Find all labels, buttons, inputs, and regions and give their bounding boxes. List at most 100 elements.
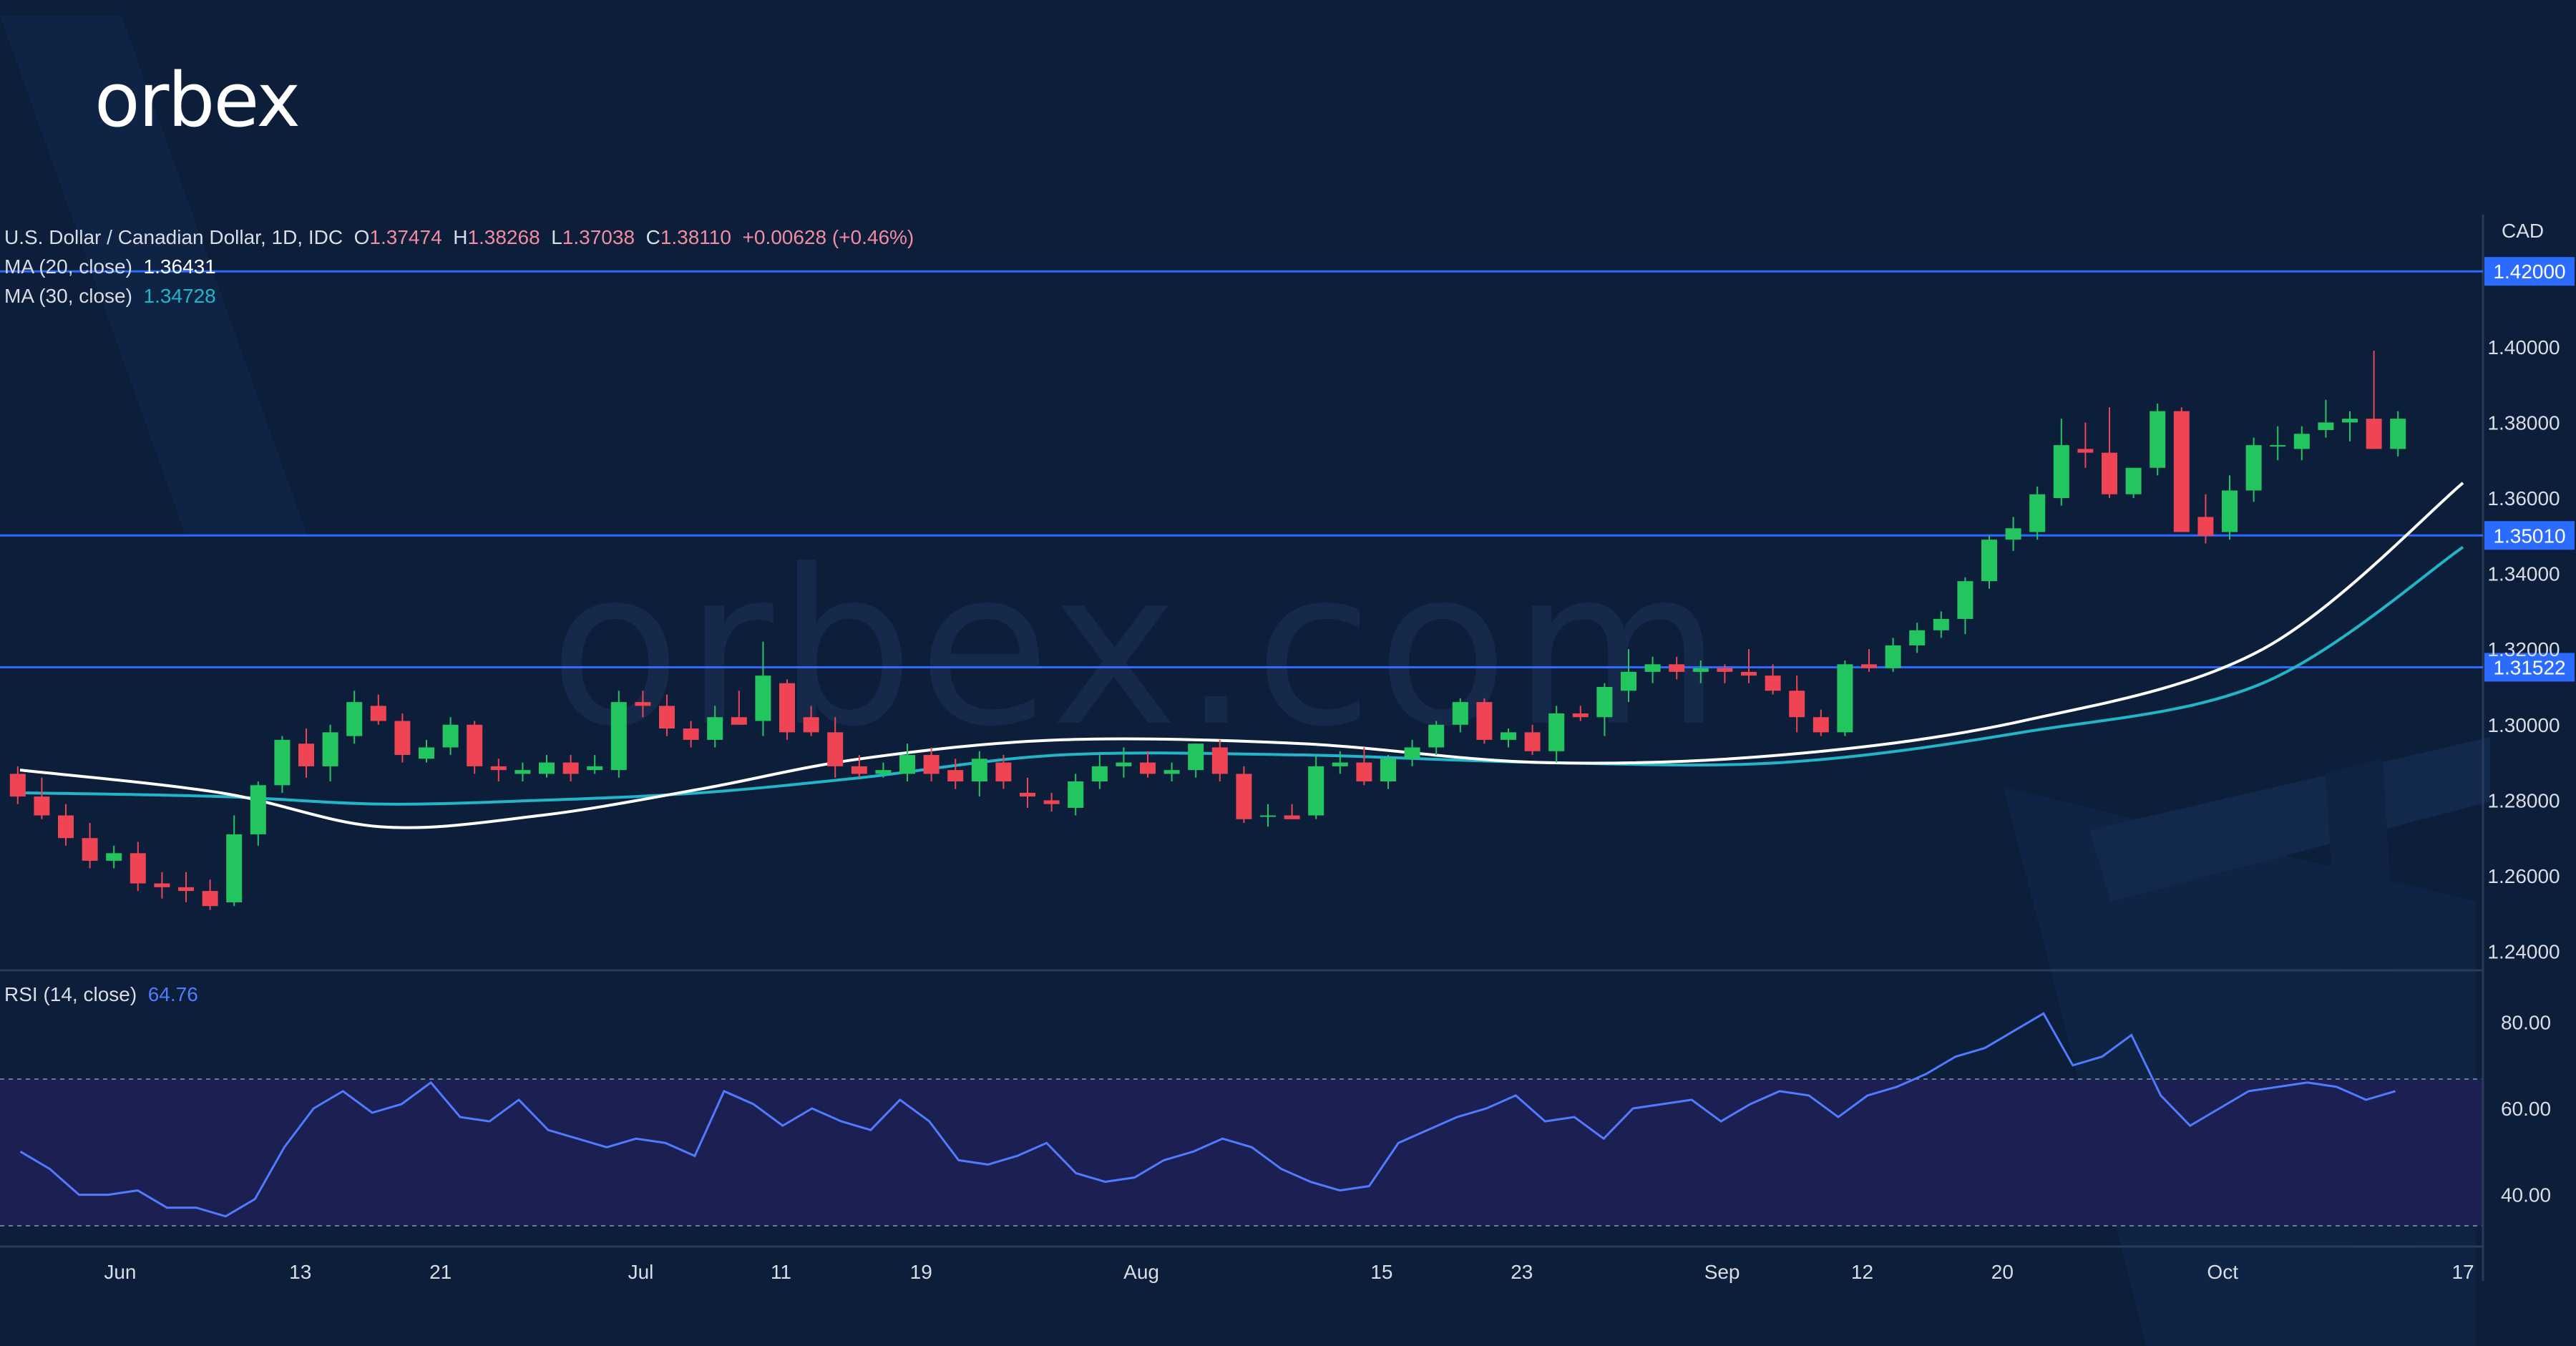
time-tick-label: 17 <box>2451 1261 2474 1283</box>
candle-body <box>1116 762 1132 766</box>
candle-body <box>683 728 699 740</box>
candle-body <box>2390 419 2406 449</box>
price-tick-label: 1.24000 <box>2487 941 2560 963</box>
candle-body <box>707 717 723 740</box>
candle-body <box>2222 490 2238 532</box>
price-level-tag <box>2484 521 2575 550</box>
candle-body <box>250 785 266 834</box>
horizontal-levels: 1.42000 1.35010 1.31522 <box>0 257 2575 682</box>
candle-body <box>1837 664 1853 733</box>
watermark: orbex.com <box>550 524 1726 774</box>
symbol-name: U.S. Dollar / Canadian Dollar, 1D, IDC <box>4 226 343 248</box>
candle-body <box>490 766 507 771</box>
candle-body <box>2029 494 2046 532</box>
candle-body <box>562 762 579 774</box>
candle-body <box>1885 645 1901 668</box>
candle-body <box>899 755 915 774</box>
candle-body <box>779 683 795 733</box>
candle-body <box>995 762 1012 781</box>
price-tick-label: 1.34000 <box>2487 563 2560 585</box>
time-tick-label: 15 <box>1370 1261 1392 1283</box>
time-tick-label: Sep <box>1704 1261 1740 1283</box>
candle-body <box>635 702 651 706</box>
rsi-axis: 40.00 60.00 80.00 <box>2501 1011 2551 1206</box>
rsi-value: 64.76 <box>147 983 198 1005</box>
candle-body <box>851 766 867 774</box>
price-level-label: 1.35010 <box>2493 525 2565 547</box>
candle-body <box>2102 452 2117 494</box>
candle-body <box>2293 434 2310 449</box>
brand-logo: orbex <box>94 63 301 137</box>
high-value: 1.38268 <box>467 226 540 248</box>
candle-body <box>1957 581 1974 619</box>
candle-body <box>514 770 531 774</box>
candle-body <box>1741 671 1757 676</box>
price-tick-label: 1.40000 <box>2487 336 2560 359</box>
close-label: C <box>645 226 660 248</box>
candle-body <box>610 702 627 771</box>
candle-body <box>2125 467 2142 494</box>
candle-body <box>2077 449 2094 453</box>
rsi-legend: RSI (14, close) 64.76 <box>4 983 198 1006</box>
time-tick-label: 21 <box>429 1261 452 1283</box>
candle-body <box>82 838 98 861</box>
ma30-row: MA (30, close) 1.34728 <box>4 281 914 311</box>
candle-body <box>370 706 386 721</box>
candle-body <box>2053 445 2069 498</box>
time-tick-label: 19 <box>910 1261 932 1283</box>
ma20-row: MA (20, close) 1.36431 <box>4 252 914 281</box>
ma20-value: 1.36431 <box>143 255 216 278</box>
candle-body <box>1621 671 1636 691</box>
time-tick-label: 20 <box>1991 1261 2014 1283</box>
candle-body <box>1548 713 1565 751</box>
candle-body <box>731 717 747 725</box>
rsi-tick-label: 80.00 <box>2501 1011 2551 1033</box>
candle-body <box>2342 419 2358 423</box>
candle-body <box>539 762 555 774</box>
logo-text: orbex <box>94 57 301 144</box>
candle-body <box>1260 815 1276 817</box>
candle-body <box>322 732 338 766</box>
low-value: 1.37038 <box>562 226 635 248</box>
rsi-band <box>0 1079 2483 1226</box>
rsi-label-text: RSI (14, close) <box>4 983 137 1005</box>
candle-body <box>1091 766 1108 781</box>
candle-body <box>923 755 940 774</box>
price-tick-label: 1.36000 <box>2487 487 2560 509</box>
candle-body <box>1524 732 1541 751</box>
price-level-tag <box>2484 653 2575 682</box>
candle-body <box>947 770 964 781</box>
candle-body <box>1404 747 1420 759</box>
price-level-label: 1.42000 <box>2493 260 2565 283</box>
candle-body <box>1596 687 1613 718</box>
candle-body <box>2318 422 2334 430</box>
chart-legend: U.S. Dollar / Canadian Dollar, 1D, IDC O… <box>4 223 914 311</box>
candle-body <box>1789 691 1805 718</box>
candle-body <box>130 853 146 884</box>
candle-body <box>2197 517 2214 536</box>
candle-body <box>202 891 218 907</box>
rsi-line <box>19 1012 2396 1218</box>
candle-body <box>9 774 26 797</box>
candle-body <box>1236 774 1252 819</box>
candle-body <box>226 834 243 902</box>
candle-body <box>394 721 411 756</box>
candle-body <box>587 766 603 771</box>
candle-body <box>2366 419 2382 449</box>
time-axis: Jun 13 21 Jul 11 19 Aug 15 23 Sep 12 20 Oct 17 <box>104 1261 2474 1283</box>
candle-body <box>1717 668 1733 672</box>
candle-body <box>1308 766 1324 816</box>
candle-body <box>1163 770 1180 774</box>
candle-body <box>1813 717 1829 733</box>
open-value: 1.37474 <box>369 226 442 248</box>
candle-body <box>1909 630 1926 645</box>
candle-body <box>1284 815 1300 819</box>
ma30-layer <box>19 545 2464 806</box>
candle-body <box>467 724 483 766</box>
time-tick-label: Oct <box>2207 1261 2238 1283</box>
candle-body <box>803 717 819 733</box>
price-tick-label: 1.32000 <box>2487 638 2560 660</box>
candle-body <box>154 883 170 887</box>
candle-body <box>1861 664 1877 668</box>
